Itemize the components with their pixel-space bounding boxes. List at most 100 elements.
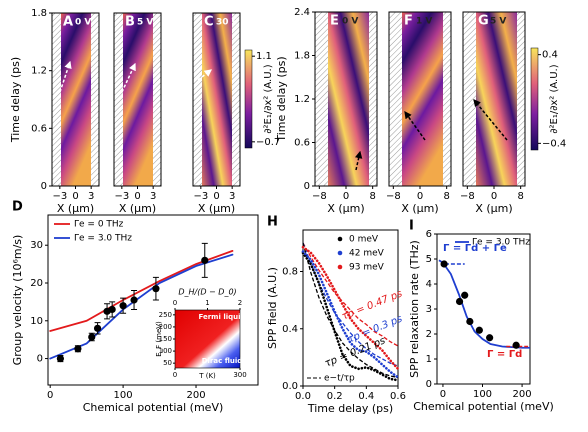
inset-top-label: D_H/(D − D_0) [178, 288, 236, 297]
x-axis-label: X (μm) [327, 202, 364, 215]
y-tick-label: 0.8 [282, 267, 298, 278]
inset-y-tick-label: 250 [159, 311, 172, 319]
bias-label: 0 V [75, 18, 91, 28]
heatmap-image [402, 12, 443, 186]
x-axis-label: Chemical potential (meV) [413, 400, 554, 413]
series-line [301, 245, 400, 371]
legend-marker [337, 236, 343, 242]
inset-y-tick-label: 50 [163, 359, 172, 367]
x-tick-label: −3 [52, 191, 67, 202]
bias-label: 0 V [342, 17, 358, 27]
propagation-arrow [59, 60, 72, 93]
y-axis-label: Group velocity (10⁶m/s) [11, 235, 24, 366]
y-tick-label: 1.2 [294, 94, 310, 105]
x-tick-label: 0 [417, 191, 423, 202]
colorbar-tick-label: 0.4 [542, 50, 558, 61]
data-point [130, 296, 138, 304]
y-tick-label: 2.4 [294, 7, 310, 18]
x-tick-label: −8 [386, 191, 401, 202]
x-tick-label: −3 [114, 191, 129, 202]
x-tick-label: 3 [88, 191, 94, 202]
x-tick-label: 3 [150, 191, 156, 202]
axes-frame [47, 214, 259, 386]
data-point [475, 326, 483, 334]
legend-label: Γe = 3.0 THz [472, 238, 530, 248]
panel-letter: E [330, 14, 339, 29]
series-line [301, 250, 400, 379]
x-axis-label: X (μm) [198, 202, 235, 215]
bias-label: 5 V [137, 18, 153, 28]
y-tick-label: 1.8 [31, 8, 47, 19]
colorbar [244, 49, 253, 149]
propagation-arrow [121, 62, 136, 93]
y-tick-label: 0 [37, 354, 43, 365]
inset-y-label: E_F (meV) [155, 321, 163, 357]
heatmap-image [476, 12, 517, 186]
y-tick-label: 0 [41, 181, 47, 192]
data-point [466, 317, 474, 326]
x-axis-label: X (μm) [57, 202, 94, 215]
heatmap-image [202, 13, 232, 186]
annotation: Γ = Γd [487, 349, 522, 360]
fit-line [302, 242, 399, 347]
y-tick-label: 10 [30, 316, 43, 327]
heatmap-image [123, 13, 153, 186]
bias-label: 30 V [216, 18, 239, 28]
colorbar-label: ∂²E₁/∂x² (A.U.) [549, 64, 560, 133]
colorbar-label: ∂²E₁/∂x² (A.U.) [263, 64, 274, 133]
legend-fit-label: e−t/τp [324, 374, 355, 384]
x-axis-label: Time delay (ps) [307, 402, 393, 415]
x-tick-label: 0 [491, 191, 497, 202]
bias-label: 5 V [490, 17, 506, 27]
x-tick-label: −8 [460, 191, 475, 202]
legend-label: Γe = 3.0 THz [74, 234, 132, 244]
inset-x-tick-label: 300 [233, 371, 246, 379]
panel-letter: B [125, 15, 135, 30]
x-tick-label: −8 [312, 191, 327, 202]
fit-line [302, 242, 399, 379]
panel-letter: F [404, 14, 413, 29]
x-axis-label: X (μm) [475, 202, 512, 215]
data-point [74, 345, 82, 353]
propagation-arrow [197, 69, 212, 81]
data-point [119, 302, 127, 310]
data-point [455, 297, 464, 306]
data-point [461, 291, 469, 299]
series-line [301, 251, 400, 382]
panel-letter: D [12, 200, 23, 215]
data-point [512, 341, 520, 349]
legend-marker [337, 264, 343, 270]
y-tick-label: 0 [304, 181, 310, 192]
data-point [88, 333, 96, 341]
data-point [108, 305, 116, 314]
y-tick-label: 0 [426, 379, 432, 390]
panel-letter: A [63, 15, 73, 30]
propagation-arrow [473, 99, 508, 141]
x-tick-label: 3 [229, 191, 235, 202]
y-tick-label: 1.2 [31, 66, 47, 77]
inset-x-label: T (K) [198, 372, 216, 380]
y-tick-label: 5 [426, 254, 432, 265]
x-tick-label: 100 [114, 390, 133, 401]
data-point [440, 260, 448, 268]
x-tick-label: 0 [343, 191, 349, 202]
legend-label: Γe = 0 THz [74, 220, 124, 230]
x-tick-label: 8 [369, 191, 375, 202]
x-tick-label: 0.6 [390, 391, 406, 402]
colorbar-tick-label: 1.1 [256, 51, 272, 62]
heatmap-image [61, 13, 91, 186]
x-axis-label: X (μm) [119, 202, 156, 215]
inset-y-tick-label: 100 [159, 347, 172, 355]
y-tick-label: 0.0 [282, 381, 298, 392]
inset-annotation: Dirac fluid [202, 357, 243, 365]
bias-label: 1 V [416, 17, 432, 27]
y-tick-label: 4 [426, 279, 432, 290]
x-axis-label: X (μm) [401, 202, 438, 215]
y-tick-label: 1.8 [294, 51, 310, 62]
inset-x-tick-label: 0 [173, 371, 177, 379]
propagation-arrow [404, 110, 426, 141]
data-point [486, 334, 494, 342]
x-tick-label: 0.2 [327, 391, 343, 402]
y-tick-label: 30 [30, 240, 43, 251]
